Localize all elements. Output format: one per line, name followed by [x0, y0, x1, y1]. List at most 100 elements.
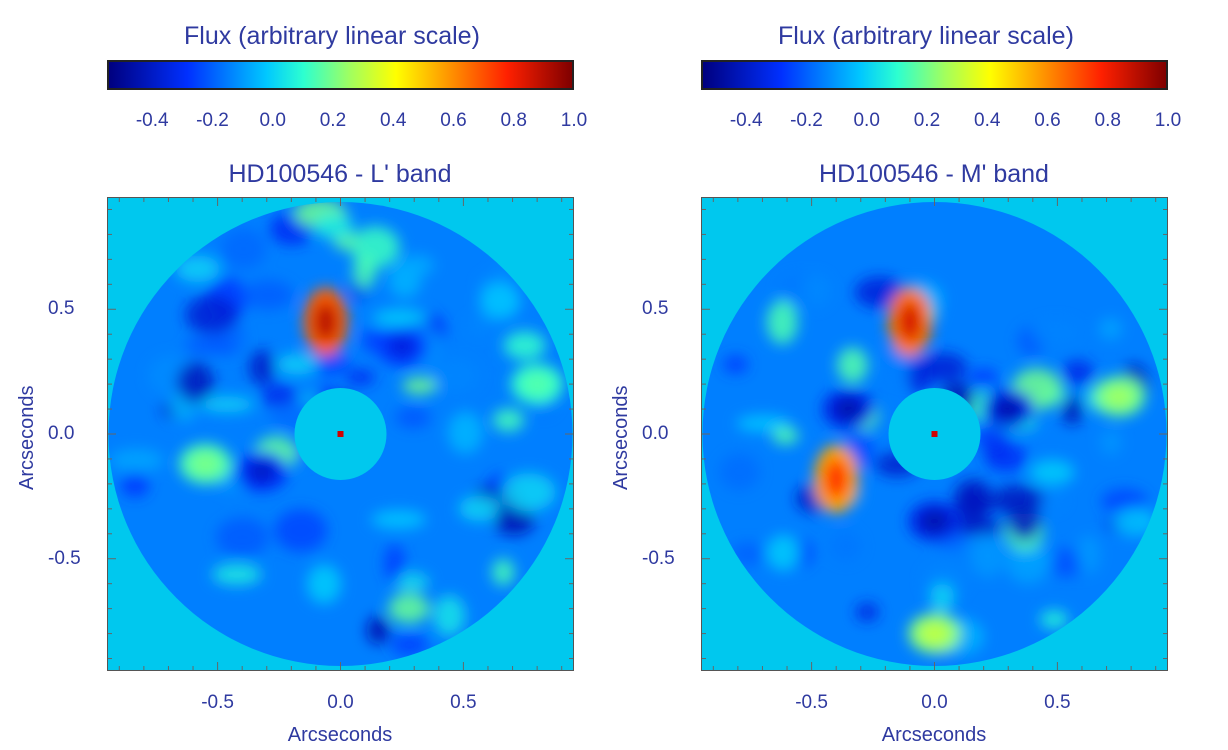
x-tick-label: 0.5 — [1044, 692, 1071, 713]
flux-blob — [366, 616, 391, 645]
y-tick-label: -0.5 — [642, 547, 675, 569]
flux-blob — [492, 408, 525, 432]
colorbar-tick-label: 1.0 — [560, 110, 588, 131]
colorbar-tick-label: 0.8 — [1094, 110, 1121, 131]
flux-blob — [1100, 429, 1122, 456]
flux-blob — [1101, 488, 1148, 514]
flux-blob — [109, 448, 165, 472]
flux-blob — [372, 308, 429, 328]
flux-blob — [722, 355, 749, 374]
heatmap-plot — [107, 197, 574, 671]
colorbar-tick-label: -0.4 — [135, 110, 169, 131]
flux-blob — [479, 282, 521, 320]
flux-blob — [395, 406, 431, 429]
m-band-panel: Flux (arbitrary linear scale) -0.4 -0.2 0.… — [594, 0, 1208, 750]
flux-blob — [1077, 535, 1100, 575]
flux-blobs — [719, 274, 1156, 659]
x-tick-label: 0.5 — [450, 692, 477, 713]
flux-feature — [834, 398, 863, 421]
colorbar-title: Flux (arbitrary linear scale) — [184, 22, 480, 50]
flux-blob — [854, 276, 905, 309]
flux-blob — [969, 368, 999, 386]
flux-blob — [1045, 548, 1088, 577]
x-tick-label: -0.5 — [795, 692, 828, 713]
flux-blob — [398, 254, 435, 276]
flux-feature — [897, 301, 922, 342]
colorbar-title: Flux (arbitrary linear scale) — [778, 22, 1074, 50]
star-marker — [337, 431, 344, 437]
flux-blob — [176, 362, 214, 404]
flux-blob — [836, 347, 869, 384]
flux-blob — [766, 300, 798, 345]
flux-blob — [907, 358, 933, 394]
flux-blob — [1030, 319, 1082, 346]
colorbar-tick-label: 0.4 — [974, 110, 1001, 131]
flux-blob — [433, 595, 466, 637]
colorbar-tick-label: 0.6 — [440, 110, 467, 131]
flux-blob — [248, 349, 276, 386]
colorbar — [107, 60, 574, 90]
flux-blob — [801, 274, 831, 307]
flux-blob — [1061, 359, 1095, 386]
flux-blob — [501, 472, 556, 512]
flux-feature — [247, 460, 276, 483]
flux-blob — [215, 517, 269, 558]
flux-blob — [352, 254, 376, 289]
flux-feature — [1104, 385, 1133, 408]
flux-blob — [212, 563, 262, 585]
flux-blob — [503, 331, 546, 360]
colorbar-tick-label: 0.8 — [500, 110, 527, 131]
y-tick-label: 0.0 — [48, 423, 75, 444]
y-tick-label: 0.5 — [48, 298, 75, 320]
flux-blob — [242, 280, 294, 310]
colorbar-tick-label: 0.4 — [380, 110, 407, 131]
flux-blob — [467, 315, 492, 336]
colorbar-tick-label: 0.2 — [913, 110, 941, 131]
flux-blob — [736, 414, 791, 433]
colorbar-tick-label: 1.0 — [1154, 110, 1182, 131]
flux-blob — [388, 593, 430, 624]
star-marker — [931, 431, 938, 437]
flux-feature — [920, 622, 949, 645]
flux-feature — [920, 510, 949, 533]
flux-blob — [174, 255, 221, 283]
heatmap-svg — [701, 197, 1168, 671]
flux-blob — [830, 531, 862, 562]
flux-blob — [184, 336, 236, 355]
flux-feature — [191, 452, 220, 475]
flux-blob — [185, 295, 239, 335]
flux-blob — [261, 384, 297, 408]
flux-blob — [951, 518, 1005, 536]
flux-blob — [345, 369, 376, 386]
flux-blob — [274, 509, 328, 552]
flux-blob — [1007, 504, 1041, 541]
flux-feature — [387, 335, 416, 358]
flux-blob — [371, 510, 427, 529]
colorbar-tick-label: 0.0 — [259, 110, 286, 131]
flux-blob — [220, 228, 267, 270]
colorbar-tick-label: -0.2 — [790, 110, 823, 131]
axis-ticks — [107, 197, 574, 671]
flux-blob — [1006, 542, 1051, 585]
flux-blob — [491, 558, 515, 586]
heatmap-plot — [701, 197, 1168, 671]
x-tick-label: 0.0 — [921, 692, 948, 713]
flux-blob — [120, 472, 150, 498]
map-title: HD100546 - L' band — [228, 160, 452, 188]
colorbar-tick-label: -0.2 — [196, 110, 229, 131]
flux-feature — [824, 458, 849, 499]
x-tick-label: -0.5 — [201, 692, 234, 713]
flux-blob — [199, 396, 255, 413]
l-band-panel: Flux (arbitrary linear scale) -0.4 -0.2 0.… — [16, 22, 588, 746]
flux-blob — [390, 633, 429, 657]
y-axis-label: Arcseconds — [16, 385, 38, 491]
flux-feature — [994, 398, 1023, 421]
flux-blob — [447, 411, 483, 454]
flux-blob — [956, 491, 992, 522]
colorbar-tick-label: 0.2 — [319, 110, 347, 131]
flux-blob — [719, 453, 760, 491]
flux-blob — [1114, 508, 1156, 537]
flux-feature — [313, 301, 338, 342]
flux-blob — [730, 542, 766, 566]
y-axis-label: Arcseconds — [610, 385, 632, 491]
